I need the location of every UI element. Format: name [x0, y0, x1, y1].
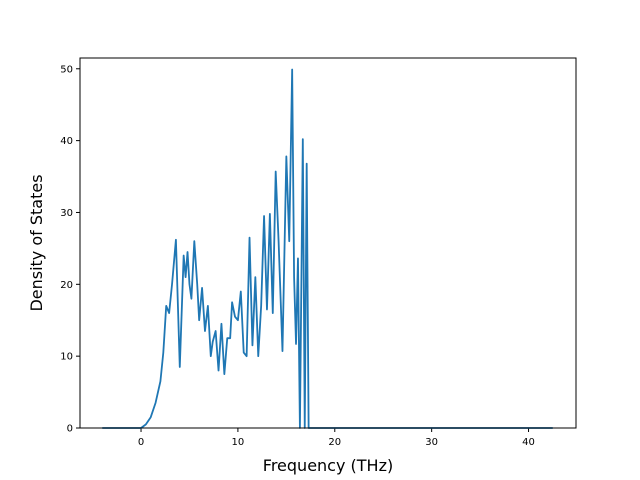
x-tick-label: 0 — [138, 437, 144, 448]
y-tick-label: 40 — [60, 136, 73, 147]
series-line-density-of-states — [102, 68, 553, 429]
x-tick-label: 10 — [232, 437, 245, 448]
y-tick-label: 20 — [60, 280, 73, 291]
y-axis-label: Density of States — [27, 174, 46, 311]
x-axis-label: Frequency (THz) — [263, 456, 393, 475]
x-tick-label: 20 — [328, 437, 341, 448]
ticks-layer: 0 10 20 30 40 0 10 20 30 40 50 — [60, 64, 535, 448]
x-tick-label: 30 — [425, 437, 438, 448]
y-tick-label: 0 — [67, 424, 73, 435]
y-tick-label: 30 — [60, 208, 73, 219]
y-tick-label: 10 — [60, 352, 73, 363]
y-tick-label: 50 — [60, 64, 73, 75]
plot-frame — [79, 57, 577, 429]
x-tick-label: 40 — [522, 437, 535, 448]
